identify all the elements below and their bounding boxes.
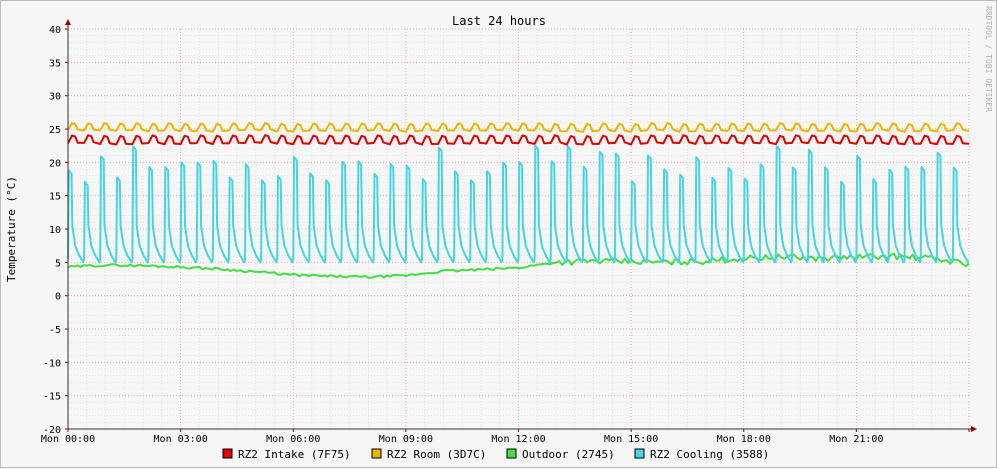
x-tick-label: Mon 18:00 [717,434,771,445]
y-tick-label: -15 [43,392,61,403]
y-tick-label: 40 [49,25,61,36]
x-tick-label: Mon 21:00 [829,434,883,445]
y-tick-label: 5 [55,258,61,269]
y-tick-label: 10 [49,225,61,236]
x-tick-label: Mon 09:00 [379,434,433,445]
x-axis-arrow [971,426,977,432]
series-line-1 [67,122,970,133]
y-tick-label: 0 [55,292,61,303]
y-tick-label: 15 [49,192,61,203]
x-tick-label: Mon 00:00 [41,434,95,445]
y-tick-label: 20 [49,158,61,169]
y-axis-arrow [65,19,71,25]
x-tick-label: Mon 03:00 [154,434,208,445]
legend: RZ2 Intake (7F75) RZ2 Room (3D7C) Outdoor … [222,448,769,461]
series-line-0 [67,134,970,146]
y-tick-label: 35 [49,58,61,69]
legend-label-1: RZ2 Room (3D7C) [387,448,486,461]
watermark: RRDTOOL / TOBI OETIKER [984,6,993,112]
y-tick-label: -5 [49,325,61,336]
legend-swatch-3 [634,448,645,459]
y-tick-label: 30 [49,92,61,103]
legend-swatch-2 [506,448,517,459]
legend-swatch-0 [222,448,233,459]
series-line-3 [67,145,970,264]
y-axis-label: Temperature (°C) [5,176,18,282]
series-layer [67,122,970,279]
x-tick-label: Mon 12:00 [491,434,545,445]
y-tick-label: 25 [49,125,61,136]
chart-title: Last 24 hours [452,14,546,28]
y-tick-label: -20 [43,425,61,436]
legend-label-3: RZ2 Cooling (3588) [650,448,769,461]
axes [65,19,977,432]
x-tick-label: Mon 15:00 [604,434,658,445]
legend-swatch-1 [371,448,382,459]
y-tick-label: -10 [43,358,61,369]
legend-label-0: RZ2 Intake (7F75) [238,448,351,461]
legend-label-2: Outdoor (2745) [522,448,615,461]
x-tick-label: Mon 06:00 [266,434,320,445]
